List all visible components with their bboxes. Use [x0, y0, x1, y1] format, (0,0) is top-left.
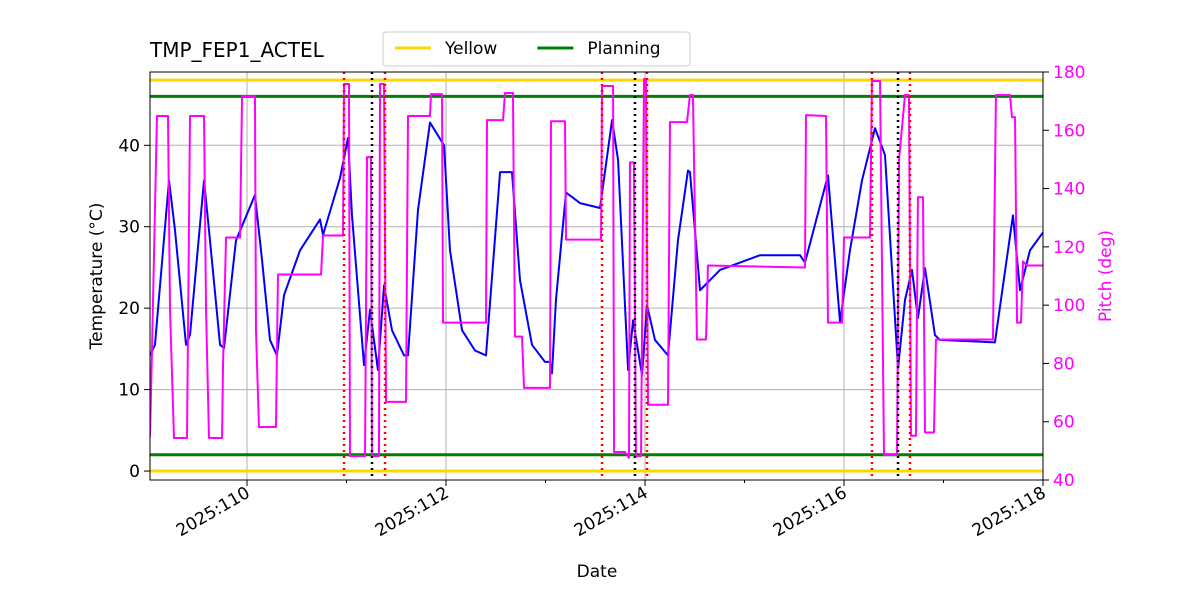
y-tick-label: 20 [118, 299, 140, 319]
y2-tick-label: 40 [1053, 471, 1075, 491]
y2-axis-label: Pitch (deg) [1096, 230, 1116, 322]
y-tick-label: 30 [118, 218, 140, 238]
series-line [150, 77, 1043, 459]
plot-area [150, 72, 1043, 480]
x-tick-label: 2025:112 [372, 483, 453, 541]
y2-tick-label: 160 [1053, 121, 1085, 141]
y-axis-label: Temperature (°C) [87, 203, 107, 351]
y-tick-label: 0 [129, 462, 140, 482]
y2-tick-label: 80 [1053, 354, 1075, 374]
x-tick-label: 2025:114 [571, 483, 652, 541]
y2-tick-label: 140 [1053, 180, 1085, 200]
y2-tick-label: 60 [1053, 413, 1075, 433]
plot-frame [149, 71, 1044, 481]
legend-label: Planning [587, 39, 660, 59]
legend-box [382, 31, 691, 67]
y2-tick-label: 180 [1053, 63, 1085, 83]
x-axis-label: Date [577, 562, 618, 582]
legend-label: Yellow [444, 39, 497, 59]
legend: Yellow Planning [382, 31, 691, 67]
x-tick-label: 2025:118 [969, 483, 1050, 541]
chart-title: TMP_FEP1_ACTEL [149, 38, 325, 62]
x-tick-label: 2025:110 [173, 483, 254, 541]
x-tick-label: 2025:116 [770, 483, 851, 541]
y-tick-label: 40 [118, 136, 140, 156]
y2-tick-label: 120 [1053, 238, 1085, 258]
y-tick-label: 10 [118, 381, 140, 401]
y2-tick-label: 100 [1053, 296, 1085, 316]
